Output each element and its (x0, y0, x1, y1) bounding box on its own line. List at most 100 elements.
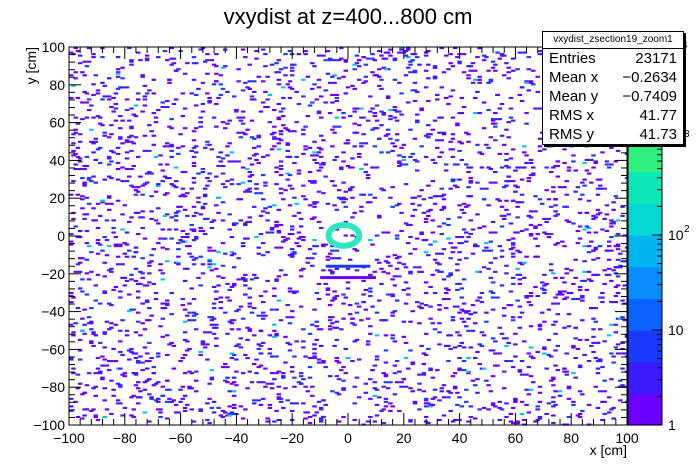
heatmap-cell (225, 366, 230, 369)
heatmap-cell (450, 251, 456, 254)
heatmap-cell (95, 202, 101, 205)
heatmap-cell (133, 356, 139, 360)
heatmap-cell (171, 62, 177, 65)
heatmap-cell (560, 293, 565, 296)
heatmap-cell (111, 288, 116, 292)
heatmap-cell (374, 311, 380, 314)
heatmap-cell (461, 346, 467, 349)
heatmap-cell (372, 387, 378, 390)
heatmap-cell (566, 313, 572, 316)
heatmap-cell (318, 148, 324, 151)
heatmap-cell (595, 406, 601, 409)
heatmap-cell (227, 414, 232, 417)
heatmap-cell (138, 396, 143, 399)
heatmap-cell (249, 98, 255, 101)
heatmap-cell (352, 63, 357, 66)
heatmap-cell (289, 225, 295, 228)
heatmap-cell (129, 140, 134, 143)
heatmap-cell (497, 107, 502, 110)
heatmap-cell (238, 405, 244, 408)
heatmap-cell (479, 344, 485, 347)
heatmap-cell (178, 133, 183, 136)
heatmap-cell (292, 251, 297, 254)
heatmap-cell (182, 394, 188, 397)
heatmap-cell (265, 154, 270, 157)
heatmap-cell (604, 229, 610, 233)
heatmap-cell (276, 393, 282, 396)
heatmap-cell (312, 158, 317, 162)
heatmap-cell (91, 151, 96, 154)
heatmap-cell (426, 136, 431, 139)
heatmap-cell (296, 381, 302, 384)
heatmap-cell (205, 140, 210, 143)
colorbar-segment (628, 274, 662, 284)
heatmap-cell (138, 390, 143, 393)
heatmap-cell (276, 102, 282, 106)
heatmap-cell (443, 307, 449, 310)
heatmap-cell (381, 57, 386, 60)
heatmap-cell (531, 69, 536, 72)
heatmap-cell (390, 205, 395, 208)
heatmap-cell (151, 248, 157, 251)
heatmap-cell (160, 335, 165, 338)
heatmap-cell (372, 115, 378, 118)
heatmap-cell (539, 281, 545, 284)
heatmap-cell (481, 101, 487, 104)
heatmap-cell (555, 344, 561, 347)
colorbar-segment (628, 282, 662, 292)
heatmap-cell (401, 263, 407, 266)
heatmap-cell (457, 396, 462, 399)
heatmap-cell (84, 65, 90, 68)
heatmap-cell (91, 331, 96, 334)
heatmap-cell (220, 219, 226, 222)
heatmap-cell (546, 353, 552, 357)
heatmap-cell (488, 231, 494, 234)
heatmap-cell (356, 78, 362, 81)
heatmap-cell (363, 163, 369, 166)
heatmap-cell (93, 219, 99, 222)
heatmap-cell (238, 219, 244, 222)
hotspot-ring (325, 222, 363, 249)
colorbar-segment (628, 242, 662, 252)
heatmap-cell (318, 408, 324, 411)
heatmap-cell (129, 59, 134, 62)
heatmap-cell (214, 204, 219, 207)
heatmap-cell (426, 214, 431, 217)
heatmap-cell (296, 172, 302, 175)
heatmap-cell (115, 87, 121, 90)
heatmap-cell (421, 390, 427, 393)
heatmap-cell (243, 222, 248, 225)
heatmap-cell (513, 231, 518, 234)
heatmap-cell (593, 248, 598, 251)
heatmap-cell (98, 243, 103, 246)
heatmap-cell (164, 353, 170, 357)
heatmap-cell (352, 248, 357, 251)
heatmap-cell (205, 343, 210, 346)
heatmap-cell (477, 363, 482, 366)
heatmap-cell (274, 308, 279, 311)
heatmap-cell (334, 99, 340, 103)
heatmap-cell (555, 213, 561, 216)
colorbar-segment (628, 322, 662, 331)
heatmap-cell (595, 208, 601, 211)
heatmap-cell (486, 108, 491, 112)
heatmap-cell (466, 133, 471, 136)
heatmap-cell (423, 281, 429, 284)
heatmap-cell (89, 270, 94, 273)
heatmap-cell (218, 151, 223, 154)
heatmap-cell (336, 361, 342, 364)
heatmap-cell (334, 320, 340, 323)
heatmap-cell (312, 343, 317, 346)
heatmap-cell (602, 400, 607, 403)
heatmap-cell (180, 397, 186, 400)
heatmap-cell (591, 341, 596, 344)
heatmap-cell (187, 311, 192, 314)
heatmap-cell (533, 420, 538, 423)
heatmap-cell (390, 149, 395, 152)
heatmap-cell (73, 116, 78, 119)
heatmap-cell (147, 341, 152, 344)
heatmap-cell (249, 278, 255, 281)
heatmap-cell (537, 328, 543, 331)
heatmap-cell (93, 415, 99, 419)
heatmap-cell (281, 240, 286, 243)
